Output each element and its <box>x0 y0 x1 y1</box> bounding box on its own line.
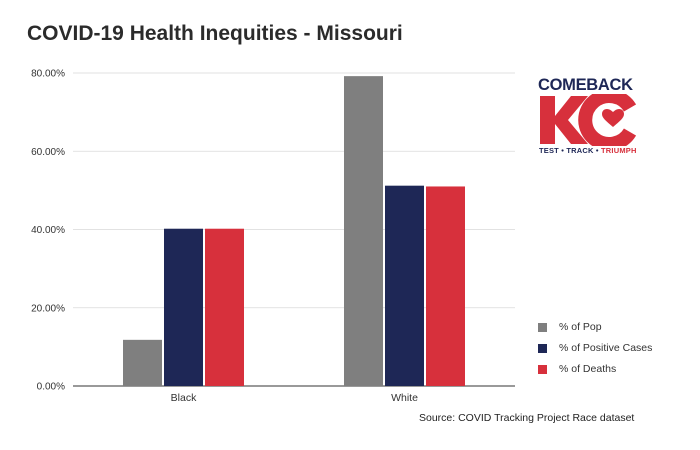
chart-legend: % of Pop % of Positive Cases % of Deaths <box>538 318 652 381</box>
y-tick-label: 20.00% <box>31 303 65 314</box>
y-tick-label: 0.00% <box>37 382 65 393</box>
legend-swatch <box>538 322 547 332</box>
legend-item: % of Positive Cases <box>538 339 652 357</box>
legend-label: % of Deaths <box>559 363 617 375</box>
y-tick-label: 40.00% <box>31 225 65 236</box>
legend-item: % of Pop <box>538 318 652 336</box>
y-tick-label: 80.00% <box>31 69 65 80</box>
legend-item: % of Deaths <box>538 360 652 378</box>
bar-white-0 <box>344 76 383 386</box>
legend-label: % of Pop <box>559 321 602 333</box>
y-tick-label: 60.00% <box>31 147 65 158</box>
bars <box>123 76 465 386</box>
legend-swatch <box>538 364 547 374</box>
bar-black-2 <box>205 228 244 386</box>
logo-tagline: TEST • TRACK • TRIUMPH <box>539 146 637 155</box>
comeback-kc-logo: COMEBACK TEST • TRACK • TRIUMPH <box>538 76 638 160</box>
x-tick-label: White <box>391 392 418 404</box>
legend-swatch <box>538 343 547 353</box>
source-note: Source: COVID Tracking Project Race data… <box>419 412 635 424</box>
y-axis-ticks: 0.00% 20.00% 40.00% 60.00% 80.00% <box>31 69 65 393</box>
x-axis-ticks: Black White <box>171 392 418 404</box>
bar-white-1 <box>385 185 424 386</box>
logo-wordmark-top: COMEBACK <box>538 76 633 94</box>
kc-heart-mark <box>540 94 636 146</box>
x-tick-label: Black <box>171 392 197 404</box>
bar-black-0 <box>123 339 162 386</box>
chart-title: COVID-19 Health Inequities - Missouri <box>27 22 403 45</box>
bar-black-1 <box>164 228 203 386</box>
legend-label: % of Positive Cases <box>559 342 653 354</box>
logo-tagline-red: TRIUMPH <box>601 146 637 155</box>
bar-white-2 <box>426 186 465 386</box>
logo-tagline-navy: TEST • TRACK • <box>539 146 599 155</box>
